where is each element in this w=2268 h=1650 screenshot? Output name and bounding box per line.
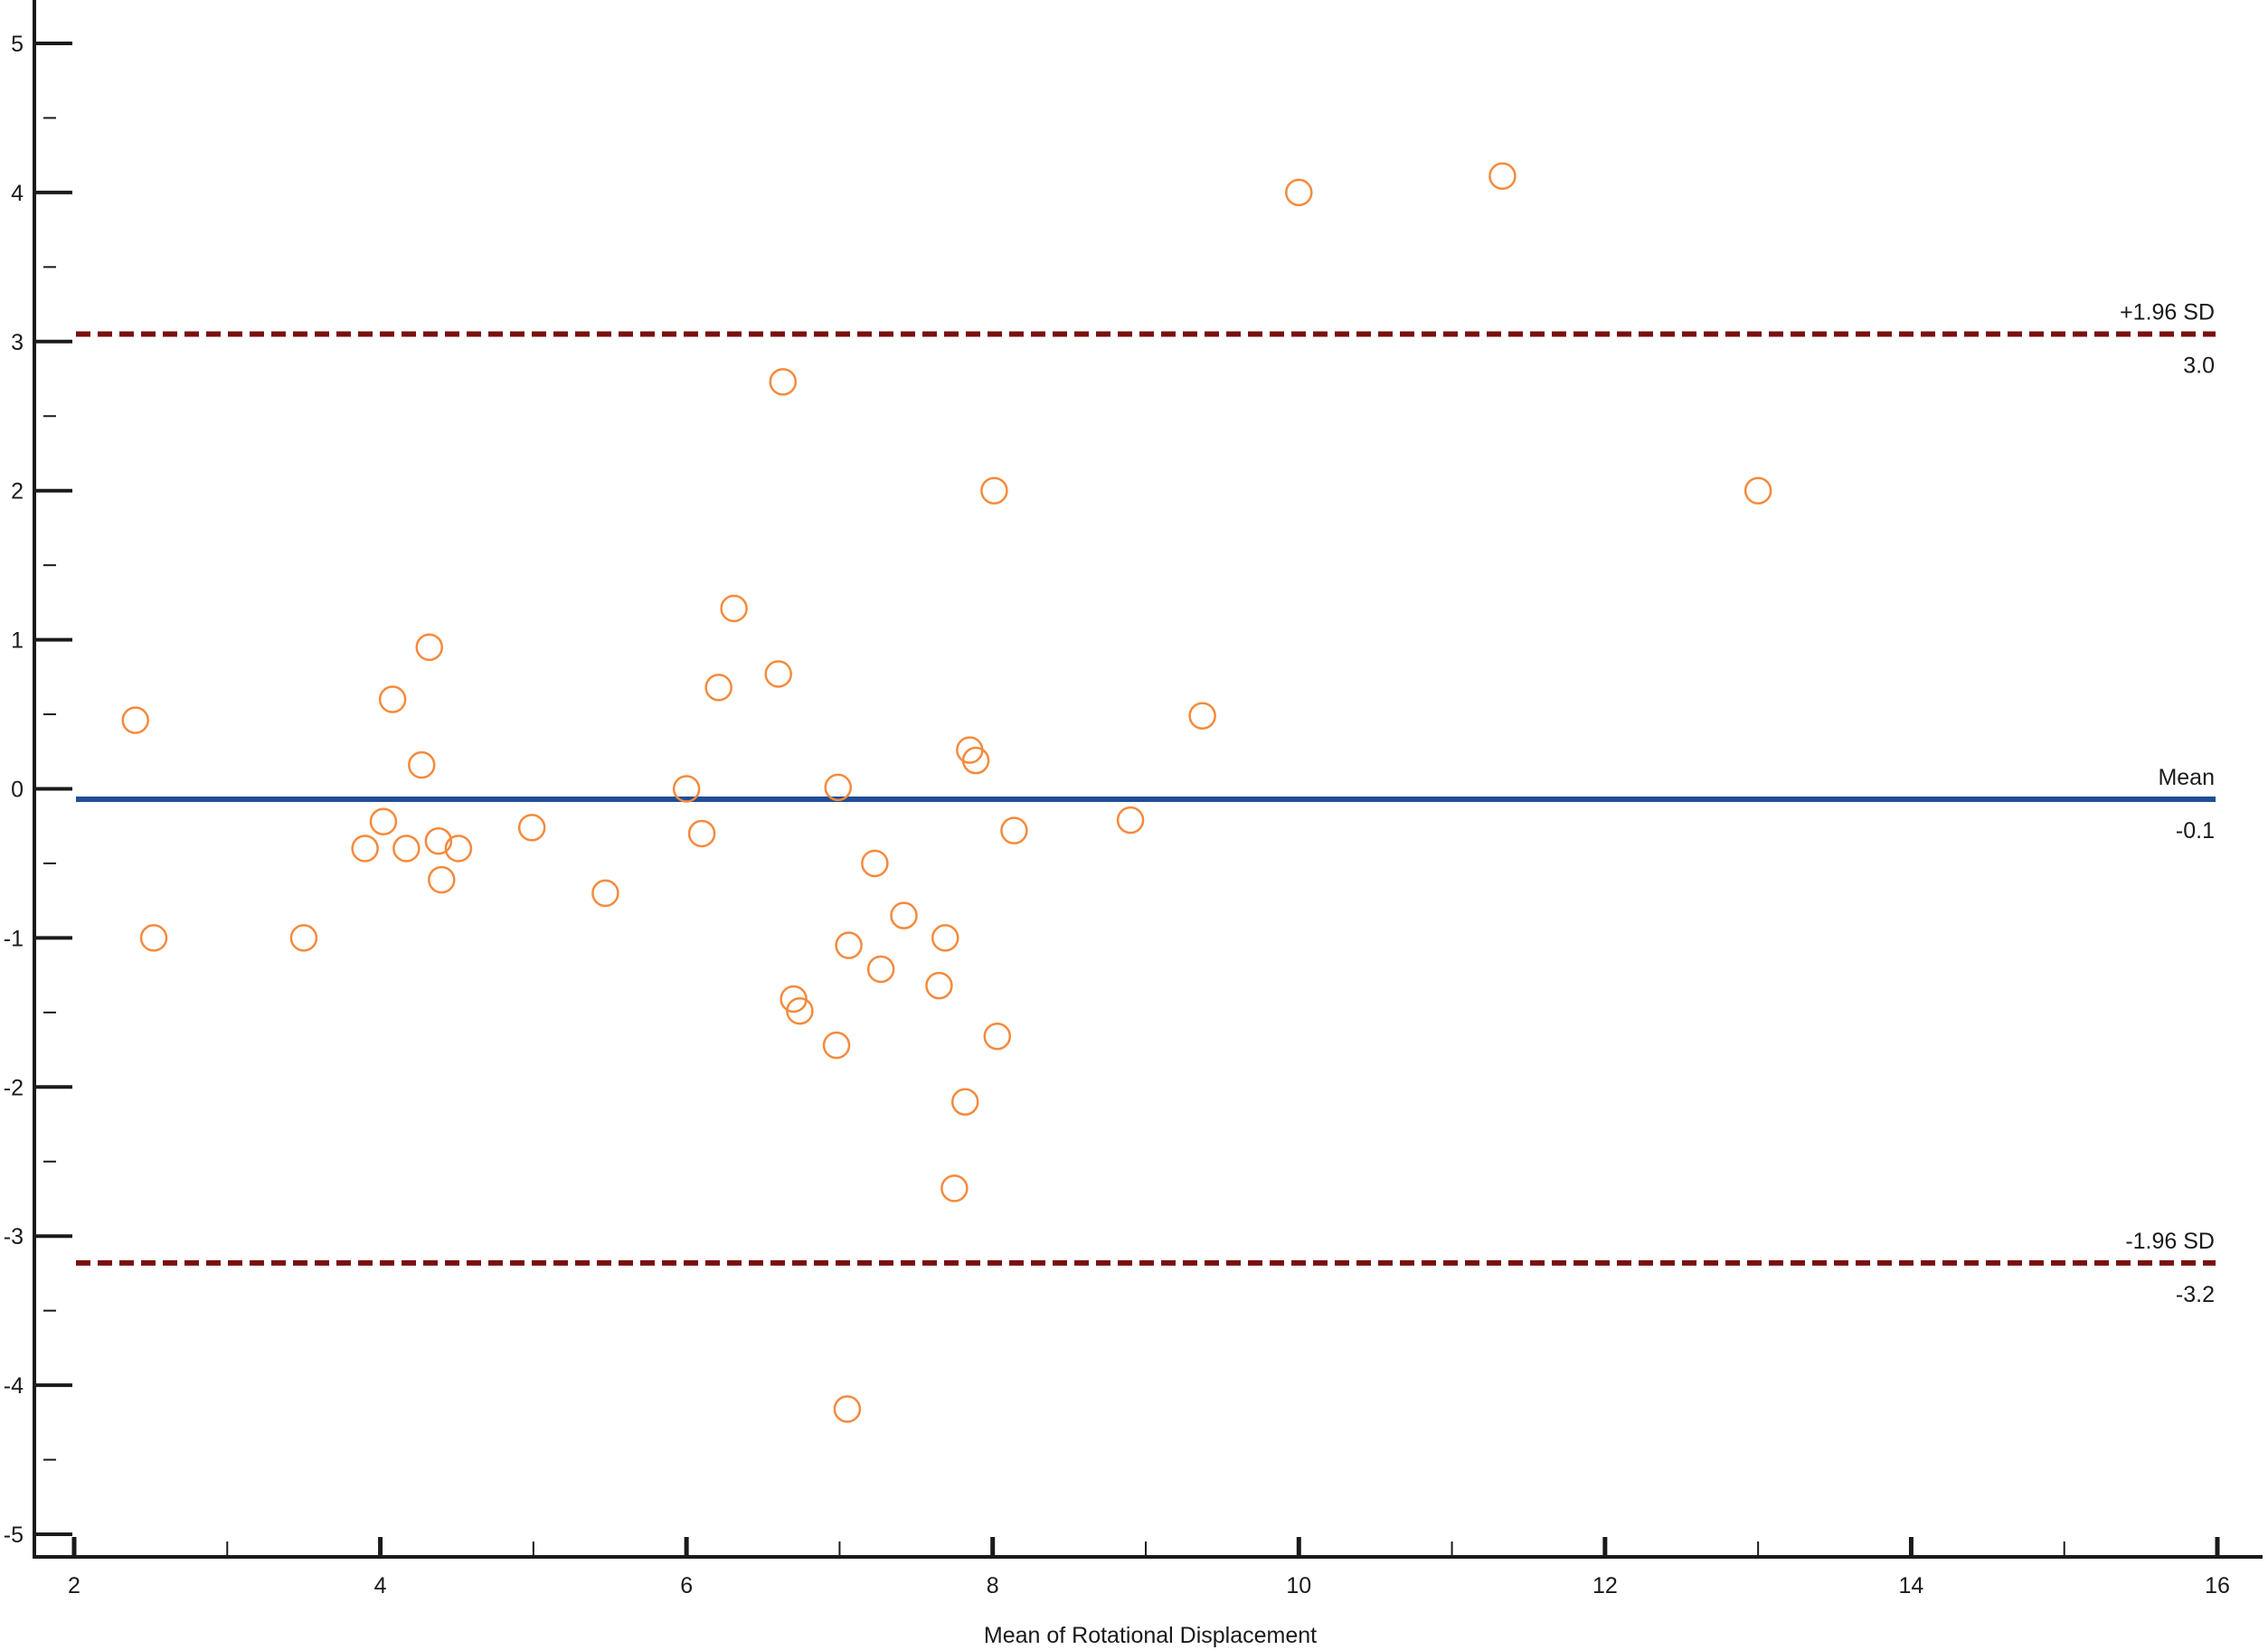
y-tick-label: -2 [4,1075,24,1100]
x-tick-label: 16 [2205,1573,2230,1598]
data-point [983,1022,1012,1051]
data-point [289,924,318,952]
data-point [351,834,379,863]
x-tick-label: 4 [374,1573,387,1598]
data-point [764,660,792,688]
data-point [861,849,889,878]
y-tick-label: -5 [4,1523,24,1548]
data-point [444,834,473,863]
data-point [786,996,814,1025]
data-point [822,1031,851,1060]
data-point [1000,816,1028,844]
data-points [121,162,1772,1423]
y-tick-label: -3 [4,1224,24,1249]
data-point [672,775,701,803]
y-tick-label: 4 [11,181,24,206]
data-point [1488,162,1517,191]
reference-line-label: +1.96 SD [2120,300,2215,325]
data-point [121,706,149,734]
reference-line-value: 3.0 [2183,354,2215,379]
x-tick-label: 12 [1592,1573,1618,1598]
data-point [408,750,436,779]
data-point [890,901,918,929]
reference-line-label: -1.96 SD [2125,1229,2215,1254]
data-point [824,773,852,802]
data-point [980,476,1008,504]
y-axis-ticks: -5 -4 -3 -2 -1 0 1 2 3 4 5 [4,32,72,1548]
y-tick-label: -4 [4,1373,24,1399]
data-point [1744,476,1772,504]
reference-line-labels: +1.96 SD 3.0 Mean -0.1 -1.96 SD -3.2 [2120,300,2215,1307]
data-point [424,826,453,855]
data-point [720,594,748,623]
data-point [925,971,953,1000]
x-axis-ticks: 2 4 6 8 10 12 14 16 [68,1537,2230,1598]
reference-line-label: Mean [2158,765,2215,790]
data-point [1188,702,1216,730]
data-point [704,674,732,702]
y-tick-label: 3 [11,330,24,355]
y-tick-label: -1 [4,926,24,951]
reference-lines [76,331,2216,1266]
data-point [769,368,798,396]
data-point [940,1174,969,1202]
data-point [835,931,863,959]
data-point [1285,178,1313,207]
x-tick-label: 8 [987,1573,999,1598]
data-point [866,955,895,984]
data-point [428,865,456,894]
data-point [1116,806,1145,834]
axes [33,0,2263,1559]
y-tick-label: 0 [11,778,24,803]
x-tick-label: 6 [680,1573,693,1598]
data-point [517,814,546,842]
data-point [139,924,168,952]
x-axis-title: Mean of Rotational Displacement [984,1623,1317,1648]
data-point [833,1395,862,1423]
x-tick-label: 2 [68,1573,80,1598]
x-tick-label: 10 [1286,1573,1311,1598]
data-point [392,834,421,863]
data-point [950,1088,979,1117]
data-point [687,819,716,848]
data-point [415,633,443,662]
y-tick-label: 5 [11,32,24,57]
reference-line-value: -3.2 [2176,1282,2215,1307]
data-point [591,879,619,908]
data-point [378,685,407,713]
x-tick-label: 14 [1899,1573,1924,1598]
data-point [369,807,398,836]
data-point [961,746,990,775]
y-tick-label: 2 [11,479,24,504]
reference-line-value: -0.1 [2176,818,2215,844]
y-tick-label: 1 [11,628,24,654]
data-point [931,924,959,952]
